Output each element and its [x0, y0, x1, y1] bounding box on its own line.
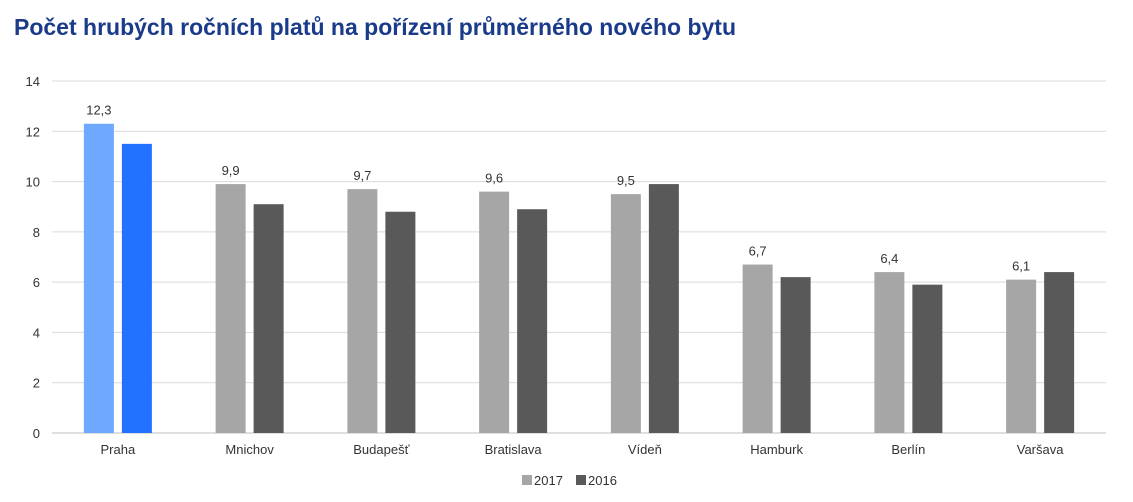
y-tick-label: 12	[26, 124, 40, 139]
y-tick-label: 6	[33, 275, 40, 290]
gridlines	[52, 80, 1106, 434]
y-axis: 0 2 4 6 8 10 12 14	[26, 74, 40, 441]
y-tick-label: 4	[33, 325, 40, 340]
data-label: 9,5	[617, 173, 635, 188]
x-tick-label: Varšava	[1017, 442, 1064, 457]
chart-title: Počet hrubých ročních platů na pořízení …	[14, 14, 737, 40]
bar-2017-budapešť	[347, 189, 378, 433]
data-label: 6,1	[1012, 259, 1030, 274]
bar-2016-varšava	[1044, 272, 1075, 433]
legend: 2017 2016	[522, 473, 617, 488]
x-tick-label: Berlín	[891, 442, 925, 457]
bar-2016-berlín	[912, 284, 943, 433]
bar-2017-varšava	[1006, 279, 1037, 433]
data-label: 9,6	[485, 171, 503, 186]
bar-2016-hamburk	[780, 277, 811, 433]
x-tick-label: Mnichov	[225, 442, 274, 457]
data-label: 6,4	[880, 251, 898, 266]
bar-2016-budapešť	[385, 211, 416, 433]
y-tick-label: 0	[33, 426, 40, 441]
bar-2016-mnichov	[253, 204, 284, 433]
x-tick-label: Praha	[101, 442, 136, 457]
bar-2016-bratislava	[517, 209, 548, 433]
bar-2017-mnichov	[215, 184, 246, 433]
legend-swatch-2016	[576, 475, 586, 485]
y-tick-label: 2	[33, 376, 40, 391]
legend-swatch-2017	[522, 475, 532, 485]
x-tick-label: Budapešť	[353, 442, 409, 457]
y-tick-label: 8	[33, 225, 40, 240]
x-tick-label: Bratislava	[485, 442, 543, 457]
legend-label: 2017	[534, 473, 563, 488]
x-axis: Praha Mnichov Budapešť Bratislava Vídeň Hambu…	[101, 442, 1065, 457]
bar-2017-berlín	[874, 272, 905, 433]
y-tick-label: 10	[26, 175, 40, 190]
legend-label: 2016	[588, 473, 617, 488]
bar-2016-praha	[121, 143, 152, 433]
bar-2017-hamburk	[742, 264, 773, 433]
x-tick-label: Hamburk	[750, 442, 803, 457]
data-label: 9,7	[353, 168, 371, 183]
data-label: 9,9	[222, 163, 240, 178]
bar-2017-praha	[83, 123, 114, 433]
data-label: 6,7	[749, 244, 767, 259]
data-label: 12,3	[86, 103, 111, 118]
bar-2016-vídeň	[648, 184, 679, 433]
bar-2017-bratislava	[479, 191, 510, 433]
data-labels: 12,3 9,9 9,7 9,6 9,5 6,7 6,4 6,1	[86, 103, 1030, 274]
y-tick-label: 14	[26, 74, 40, 89]
x-tick-label: Vídeň	[628, 442, 662, 457]
bar-2017-vídeň	[610, 194, 641, 433]
bars	[83, 123, 1075, 433]
